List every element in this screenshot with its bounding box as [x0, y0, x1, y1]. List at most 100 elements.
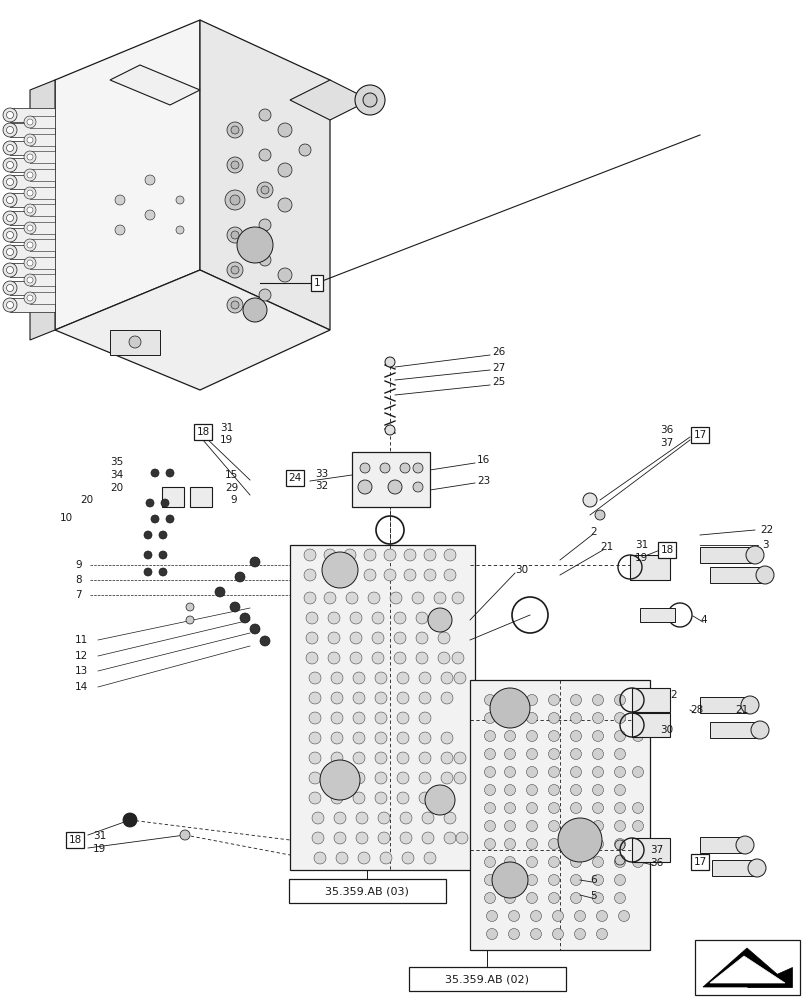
Circle shape	[24, 292, 36, 304]
Circle shape	[755, 566, 773, 584]
Circle shape	[526, 802, 537, 814]
Circle shape	[375, 772, 387, 784]
Circle shape	[333, 832, 345, 844]
Circle shape	[371, 612, 384, 624]
Bar	[639, 608, 674, 622]
Polygon shape	[709, 567, 764, 583]
Text: 18: 18	[196, 427, 209, 437]
Circle shape	[504, 802, 515, 814]
Circle shape	[331, 732, 342, 744]
Circle shape	[180, 830, 190, 840]
Circle shape	[592, 802, 603, 814]
Circle shape	[260, 636, 270, 646]
Circle shape	[632, 820, 642, 832]
Bar	[470, 680, 649, 950]
Circle shape	[592, 784, 603, 796]
Circle shape	[526, 874, 537, 886]
Polygon shape	[10, 175, 55, 189]
Polygon shape	[10, 193, 55, 207]
Circle shape	[440, 752, 453, 764]
Circle shape	[354, 85, 384, 115]
Circle shape	[186, 603, 194, 611]
Circle shape	[484, 892, 495, 904]
Circle shape	[592, 874, 603, 886]
Circle shape	[331, 672, 342, 684]
Circle shape	[350, 632, 362, 644]
Circle shape	[526, 856, 537, 867]
Circle shape	[3, 141, 17, 155]
Circle shape	[418, 712, 431, 724]
Circle shape	[27, 225, 33, 231]
Circle shape	[186, 616, 194, 624]
Circle shape	[526, 748, 537, 760]
Polygon shape	[699, 547, 754, 563]
Circle shape	[3, 158, 17, 172]
Circle shape	[592, 838, 603, 850]
Circle shape	[353, 772, 365, 784]
Circle shape	[309, 772, 320, 784]
Text: 26: 26	[491, 347, 504, 357]
Text: 12: 12	[75, 651, 88, 661]
Circle shape	[504, 766, 515, 778]
Circle shape	[547, 856, 559, 867]
Circle shape	[424, 785, 454, 815]
Circle shape	[230, 231, 238, 239]
Circle shape	[375, 732, 387, 744]
Circle shape	[415, 612, 427, 624]
Circle shape	[6, 144, 14, 151]
Circle shape	[397, 792, 409, 804]
Circle shape	[401, 852, 414, 864]
Polygon shape	[699, 697, 749, 713]
Circle shape	[27, 190, 33, 196]
Circle shape	[592, 694, 603, 706]
Circle shape	[3, 228, 17, 242]
Circle shape	[277, 198, 292, 212]
Circle shape	[328, 652, 340, 664]
Circle shape	[230, 301, 238, 309]
Circle shape	[336, 852, 348, 864]
Bar	[694, 940, 799, 995]
Text: 20: 20	[109, 483, 123, 493]
Polygon shape	[709, 956, 784, 983]
Circle shape	[504, 820, 515, 832]
Text: 19: 19	[634, 553, 647, 563]
Circle shape	[303, 549, 315, 561]
Circle shape	[570, 856, 581, 867]
Polygon shape	[10, 211, 55, 225]
Circle shape	[614, 712, 624, 724]
Circle shape	[353, 792, 365, 804]
Circle shape	[230, 195, 240, 205]
Circle shape	[614, 840, 624, 850]
Circle shape	[526, 838, 537, 850]
Circle shape	[444, 832, 456, 844]
Circle shape	[418, 672, 431, 684]
Circle shape	[547, 892, 559, 904]
Circle shape	[371, 652, 384, 664]
Circle shape	[444, 549, 456, 561]
Circle shape	[309, 732, 320, 744]
Text: 21: 21	[734, 705, 747, 715]
Circle shape	[504, 856, 515, 867]
Circle shape	[363, 569, 375, 581]
Bar	[631, 688, 669, 712]
Circle shape	[242, 298, 267, 322]
Circle shape	[161, 499, 169, 507]
Circle shape	[259, 149, 271, 161]
Circle shape	[484, 730, 495, 742]
Circle shape	[309, 792, 320, 804]
Circle shape	[437, 652, 449, 664]
Circle shape	[6, 111, 14, 118]
Circle shape	[384, 569, 396, 581]
Polygon shape	[30, 134, 55, 146]
Circle shape	[145, 175, 155, 185]
Circle shape	[440, 672, 453, 684]
Circle shape	[324, 592, 336, 604]
Circle shape	[309, 692, 320, 704]
Polygon shape	[10, 245, 55, 259]
Circle shape	[27, 260, 33, 266]
Text: 36: 36	[649, 858, 663, 868]
Polygon shape	[10, 281, 55, 295]
Polygon shape	[30, 239, 55, 251]
Circle shape	[504, 874, 515, 886]
Circle shape	[400, 463, 410, 473]
